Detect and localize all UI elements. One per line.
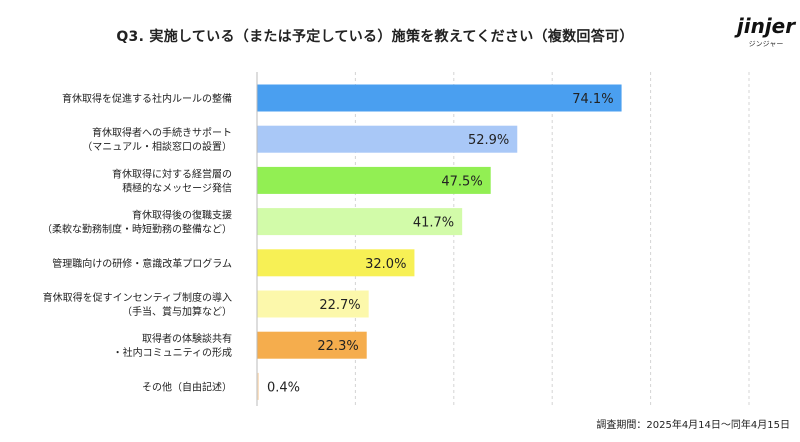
bar: [257, 331, 367, 359]
category-label: 育休取得者への手続きサポート: [92, 126, 232, 139]
bar: [257, 166, 491, 194]
bar: [257, 208, 463, 236]
jinjer-logo: jinjer ジンジャー: [736, 14, 796, 48]
category-label: ・社内コミュニティの形成: [113, 346, 232, 359]
logo-wordmark: jinjer: [736, 14, 796, 38]
data-label: 52.9%: [468, 133, 509, 148]
category-label: 育休取得に対する経営層の: [112, 167, 232, 180]
survey-period-note: 調査期間：2025年4月14日〜同年4月15日: [596, 420, 790, 431]
logo-subtitle: ジンジャー: [748, 40, 784, 48]
data-label: 22.3%: [317, 339, 358, 354]
data-label: 74.1%: [572, 92, 613, 107]
chart-title: Q3. 実施している（または予定している）施策を教えてください（複数回答可）: [116, 29, 634, 45]
category-label: （手当、賞与加算など）: [122, 305, 232, 318]
category-label: その他（自由記述）: [142, 380, 232, 393]
bar: [257, 125, 518, 153]
category-label: （マニュアル・相談窓口の設置）: [82, 140, 232, 153]
category-label: 育休取得を促進する社内ルールの整備: [62, 92, 232, 105]
data-label: 0.4%: [267, 380, 300, 395]
data-label: 32.0%: [365, 257, 406, 272]
category-label: 管理職向けの研修・意識改革プログラム: [52, 257, 232, 270]
bar: [257, 84, 622, 112]
data-label: 22.7%: [319, 298, 360, 313]
bar: [257, 249, 415, 277]
category-label: 育休取得後の復職支援: [132, 209, 232, 222]
data-label: 47.5%: [441, 174, 482, 189]
category-label: 取得者の体験談共有: [142, 332, 232, 345]
bar: [257, 372, 259, 400]
category-label: 積極的なメッセージ発信: [122, 181, 232, 194]
bar: [257, 290, 369, 318]
data-label: 41.7%: [413, 216, 454, 231]
category-label: 育休取得を促すインセンティブ制度の導入: [43, 291, 232, 304]
category-label: （柔軟な勤務制度・時短勤務の整備など）: [42, 223, 232, 236]
